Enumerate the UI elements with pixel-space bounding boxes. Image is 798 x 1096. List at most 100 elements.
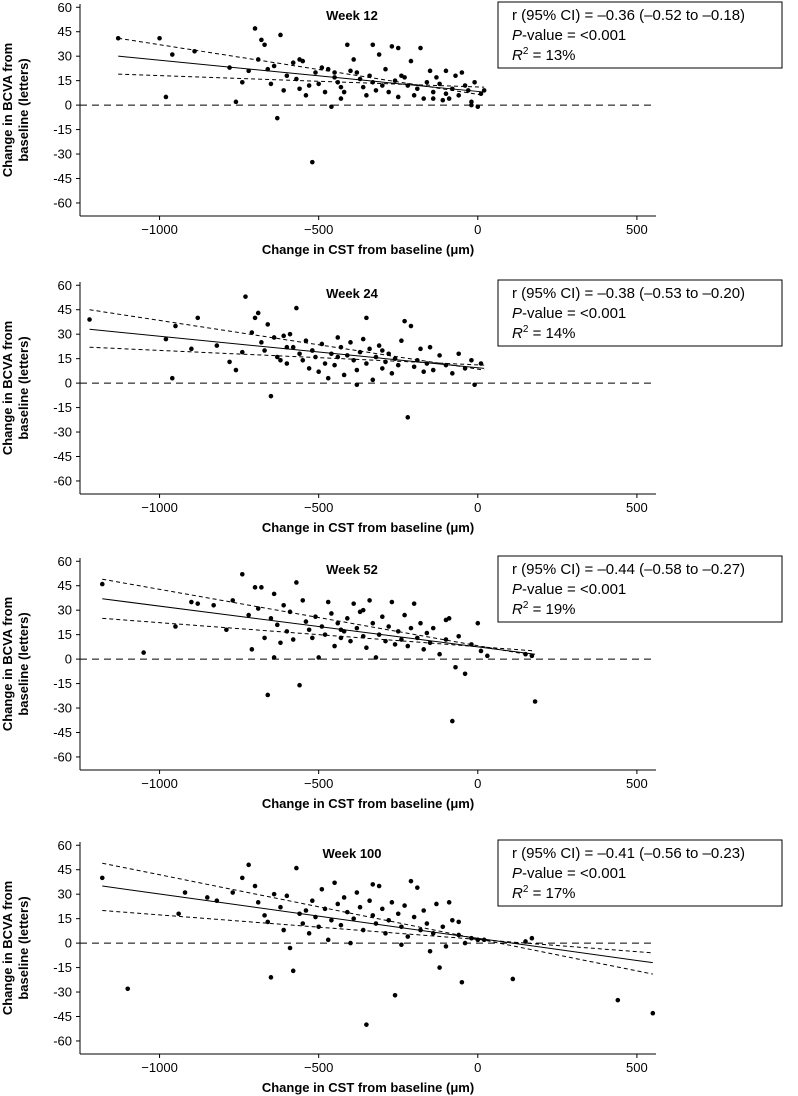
data-point: [284, 629, 290, 634]
data-point: [192, 48, 197, 54]
data-point: [271, 591, 277, 597]
data-point: [469, 102, 474, 108]
data-point: [345, 616, 350, 621]
data-point: [255, 57, 261, 62]
data-point: [364, 315, 369, 321]
x-tick-label: 500: [626, 222, 648, 237]
stats-box: [497, 555, 783, 623]
data-point: [418, 346, 423, 352]
data-point: [380, 906, 385, 912]
stats-r: r (95% CI) = –0.36 (–0.52 to –0.18): [512, 7, 745, 24]
data-point: [415, 635, 420, 641]
x-tick-label: 0: [474, 222, 481, 237]
data-point: [284, 344, 290, 350]
data-point: [329, 917, 334, 923]
data-point: [408, 58, 414, 64]
panel-title: Week 52: [326, 562, 378, 577]
data-point: [408, 878, 414, 884]
data-point: [370, 882, 376, 887]
data-point: [341, 89, 347, 95]
data-point: [376, 883, 382, 889]
data-point: [163, 94, 169, 100]
stats-p: P-value = <0.001: [512, 865, 626, 882]
data-point: [443, 362, 449, 368]
data-point: [427, 948, 433, 954]
data-point: [440, 924, 446, 930]
data-point: [389, 44, 395, 49]
data-point: [357, 349, 363, 355]
data-point: [306, 627, 312, 633]
data-point: [332, 880, 337, 886]
data-point: [434, 75, 439, 80]
data-point: [395, 911, 401, 917]
data-point: [370, 620, 376, 626]
ci-lower-line: [102, 617, 536, 652]
x-tick-label: 500: [626, 500, 648, 515]
data-point: [427, 640, 433, 646]
data-point: [322, 906, 328, 912]
data-point: [310, 348, 315, 353]
data-point: [332, 70, 337, 75]
data-point: [615, 997, 621, 1003]
data-point: [281, 927, 286, 933]
data-point: [338, 635, 344, 641]
data-point: [462, 366, 468, 371]
data-point: [268, 81, 274, 87]
data-point: [284, 361, 290, 366]
data-point: [380, 83, 385, 88]
y-tick-label: 15: [58, 73, 72, 88]
data-point: [278, 640, 283, 646]
data-point: [415, 885, 420, 890]
data-point: [373, 88, 379, 93]
data-point: [348, 940, 353, 946]
data-point: [265, 322, 271, 327]
data-point: [262, 635, 267, 641]
data-point: [430, 625, 436, 631]
data-point: [475, 620, 481, 626]
data-point: [367, 598, 372, 603]
y-tick-label: -30: [53, 701, 72, 716]
data-point: [189, 599, 194, 605]
data-point: [469, 642, 474, 647]
data-point: [230, 890, 236, 895]
data-point: [306, 931, 312, 936]
data-point: [360, 607, 366, 613]
panel-week-52: 60 45 30 15 0 -15 -30 -45 -60 −1000 −500 0 500 Week 5…: [0, 554, 783, 811]
data-point: [268, 616, 274, 621]
y-tick-label: 45: [58, 24, 72, 39]
y-tick-label: 60: [58, 278, 72, 293]
data-point: [338, 96, 344, 101]
data-point: [303, 619, 309, 624]
data-point: [169, 52, 175, 57]
data-point: [303, 93, 309, 98]
data-point: [411, 364, 417, 370]
x-tick-label: −500: [304, 776, 333, 791]
x-tick-label: −1000: [141, 500, 178, 515]
data-point: [392, 642, 398, 647]
data-point: [303, 908, 309, 913]
panel-title: Week 24: [326, 286, 379, 301]
data-point: [325, 66, 331, 72]
data-point: [227, 65, 232, 70]
data-point: [389, 371, 395, 376]
data-point: [284, 893, 290, 899]
data-point: [465, 88, 471, 93]
data-point: [450, 718, 455, 724]
panel-title: Week 100: [322, 846, 381, 861]
data-point: [319, 624, 325, 629]
data-point: [300, 357, 306, 363]
data-point: [294, 305, 299, 311]
data-point: [456, 633, 461, 639]
data-point: [424, 79, 430, 85]
data-point: [354, 382, 360, 388]
data-point: [453, 664, 458, 670]
data-point: [204, 895, 210, 900]
data-point: [402, 903, 407, 908]
data-point: [478, 91, 484, 96]
data-point: [265, 919, 271, 925]
data-point: [255, 310, 261, 316]
data-point: [233, 99, 239, 105]
data-point: [364, 361, 369, 366]
x-tick-label: 0: [474, 1060, 481, 1075]
data-point: [373, 655, 379, 660]
